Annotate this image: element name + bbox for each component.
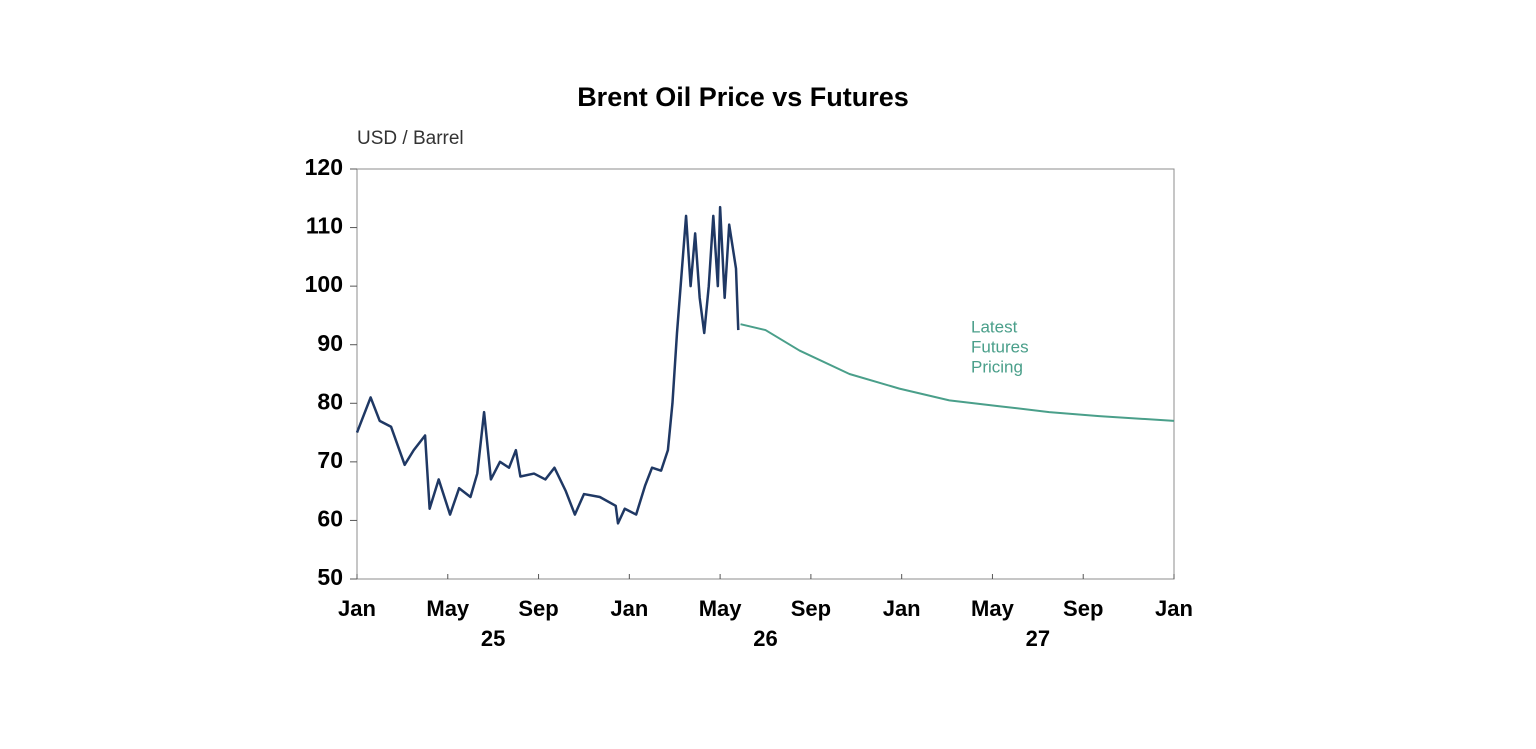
x-tick-label: Jan (883, 596, 921, 621)
y-tick-label: 80 (317, 388, 343, 414)
annotation: Futures (971, 337, 1029, 356)
y-tick-label: 110 (306, 213, 343, 239)
y-tick-label: 100 (305, 271, 343, 297)
annotation: Latest (971, 317, 1018, 336)
y-tick-label: 70 (317, 447, 343, 473)
y-tick-label: 90 (317, 330, 343, 356)
x-tick-label: Jan (610, 596, 648, 621)
x-tick-label: May (699, 596, 743, 621)
y-tick-label: 60 (317, 506, 343, 532)
x-tick-label: Sep (791, 596, 831, 621)
x-tick-label: Sep (518, 596, 558, 621)
y-tick-label: 120 (305, 154, 343, 180)
x-tick-label: May (426, 596, 470, 621)
chart-title: Brent Oil Price vs Futures (577, 82, 909, 112)
y-tick-label: 50 (317, 564, 343, 590)
x-tick-label: Sep (1063, 596, 1103, 621)
x-tick-label: May (971, 596, 1015, 621)
series-line (355, 205, 740, 525)
x-year-label: 26 (753, 626, 777, 651)
plot-frame (356, 168, 1175, 580)
y-axis-label: USD / Barrel (357, 128, 464, 149)
x-year-label: 25 (481, 626, 505, 651)
series-line (740, 323, 1175, 422)
x-tick-label: Jan (1155, 596, 1193, 621)
annotation: Pricing (971, 357, 1023, 376)
x-year-label: 27 (1026, 626, 1050, 651)
x-tick-label: Jan (338, 596, 376, 621)
